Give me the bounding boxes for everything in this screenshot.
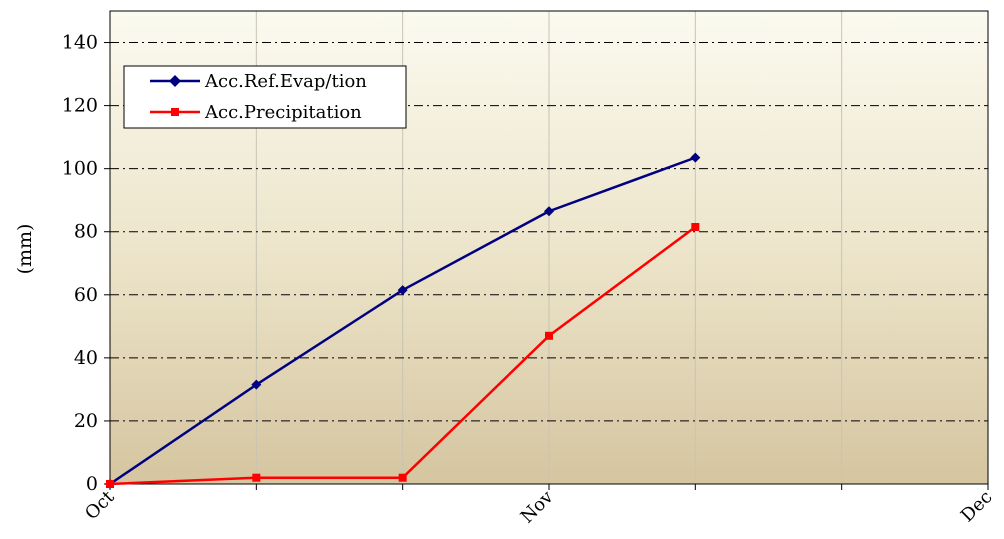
x-tick-label: Dec	[957, 487, 997, 527]
data-point-square	[545, 331, 553, 340]
y-tick-label: 40	[74, 347, 98, 369]
data-point-square	[691, 223, 700, 232]
data-point-square	[252, 473, 261, 482]
data-point-diamond	[251, 379, 262, 390]
legend-item-evapotranspiration: Acc.Ref.Evap/tion	[150, 71, 367, 92]
y-axis-label: (mm)	[14, 224, 36, 275]
x-axis: Oct Nov Dec	[81, 484, 997, 528]
data-point-diamond	[544, 206, 554, 217]
data-point-square	[106, 480, 114, 488]
y-tick-label: 60	[74, 284, 98, 306]
series-layer	[105, 152, 701, 489]
y-tick-label: 20	[74, 410, 98, 432]
legend-marker-diamond	[169, 75, 181, 87]
x-tick-label: Nov	[517, 486, 558, 527]
legend: Acc.Ref.Evap/tion Acc.Precipitation	[123, 65, 407, 129]
legend-box	[123, 65, 407, 129]
y-tick-label: 140	[62, 32, 98, 54]
y-axis: 0 20 40 60 80 100 120 140	[62, 32, 110, 495]
data-point-diamond	[397, 285, 408, 296]
legend-item-precipitation: Acc.Precipitation	[150, 102, 362, 123]
y-tick-label: 0	[86, 473, 98, 495]
data-point-square	[398, 473, 407, 482]
legend-label-precipitation: Acc.Precipitation	[204, 102, 362, 123]
legend-marker-square	[171, 108, 179, 116]
legend-label-evapotranspiration: Acc.Ref.Evap/tion	[204, 71, 367, 92]
y-tick-label: 100	[62, 158, 98, 180]
data-point-diamond	[690, 152, 701, 163]
y-tick-label: 120	[62, 95, 98, 117]
y-tick-label: 80	[74, 221, 98, 243]
series-precipitation	[106, 223, 700, 488]
